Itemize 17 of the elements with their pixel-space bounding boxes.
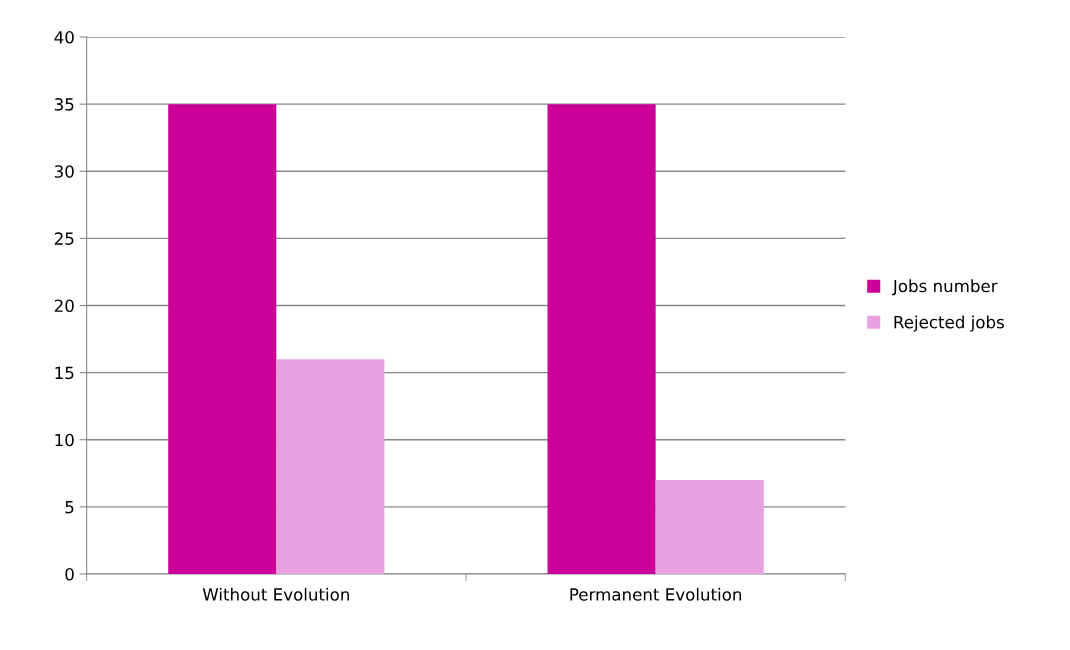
legend-label: Jobs number <box>892 279 998 296</box>
y-tick-label: 15 <box>55 366 74 380</box>
bar <box>168 104 277 574</box>
x-tick-label: Permanent Evolution <box>570 587 742 601</box>
bar <box>276 359 385 574</box>
y-tick-label: 0 <box>65 567 74 581</box>
y-tick-label: 20 <box>54 299 74 313</box>
y-tick-label: 25 <box>54 232 74 245</box>
y-tick-label: 5 <box>65 501 74 514</box>
y-tick-label: 40 <box>54 31 74 44</box>
x-tick-label: Without Evolution <box>202 587 349 601</box>
y-tick-label: 30 <box>54 165 74 178</box>
y-tick-label: 35 <box>54 98 74 111</box>
y-tick-label: 10 <box>55 433 74 447</box>
bar <box>655 479 764 574</box>
legend-label: Rejected jobs <box>894 315 1004 332</box>
bar <box>547 104 656 574</box>
